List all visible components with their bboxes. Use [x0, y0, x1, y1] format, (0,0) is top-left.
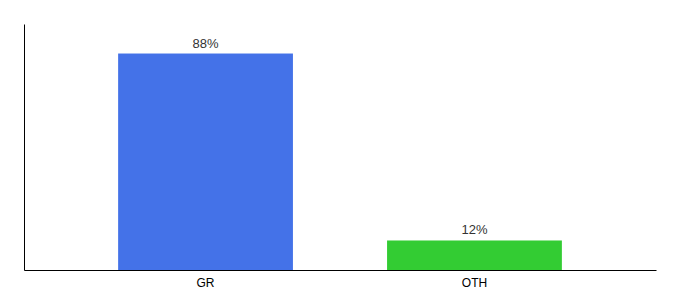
bar: [387, 240, 562, 270]
data-label: 12%: [461, 222, 487, 237]
y-axis: [24, 25, 25, 271]
data-labels: 88% 12%: [193, 36, 488, 238]
bars: [118, 54, 562, 270]
x-tick-label: OTH: [462, 276, 487, 290]
data-label: 88%: [193, 36, 219, 51]
bar: [118, 54, 293, 270]
y-axis-line: [24, 25, 25, 271]
x-tick-label: GR: [197, 276, 215, 290]
chart-svg: GR OTH 88% 12%: [0, 0, 680, 300]
x-tick: GR: [197, 276, 215, 290]
x-axis: GR OTH: [25, 271, 657, 290]
x-axis-line: [25, 270, 657, 271]
x-tick: OTH: [462, 276, 487, 290]
plot: GR OTH 88% 12%: [25, 25, 657, 290]
